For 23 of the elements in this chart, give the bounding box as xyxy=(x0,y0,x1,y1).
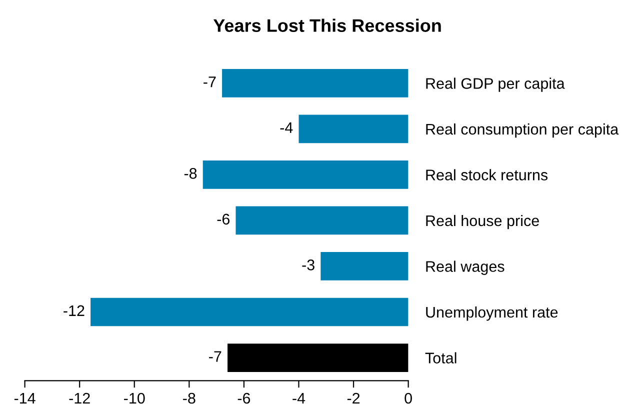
y-tick-label: Unemployment rate xyxy=(426,306,558,321)
y-tick-label: Real wages xyxy=(426,260,504,275)
data-label: -3 xyxy=(302,260,314,270)
data-label: -7 xyxy=(209,351,222,362)
y-tick-label: Real consumption per capita xyxy=(426,123,619,138)
data-label: -7 xyxy=(204,76,216,88)
x-tick-label: 0 xyxy=(404,392,412,404)
x-tick-label: -12 xyxy=(69,392,90,404)
chart-title: Years Lost This Recession xyxy=(213,18,441,32)
y-tick-label: Real house price xyxy=(426,214,539,230)
y-tick-label: Real GDP per capita xyxy=(426,78,565,92)
x-tick-label: -6 xyxy=(238,392,250,404)
x-tick-label: -4 xyxy=(292,393,306,404)
data-label: -6 xyxy=(217,214,230,225)
x-tick-label: -10 xyxy=(124,392,145,404)
x-tick-label: -14 xyxy=(14,393,36,404)
y-tick-label: Total xyxy=(425,352,456,364)
data-label: -4 xyxy=(280,122,293,133)
x-tick-label: -2 xyxy=(347,392,360,404)
data-label: -12 xyxy=(64,305,84,316)
x-tick-label: -8 xyxy=(183,392,196,404)
data-label: -8 xyxy=(184,168,197,179)
y-tick-label: Real stock returns xyxy=(426,169,548,180)
